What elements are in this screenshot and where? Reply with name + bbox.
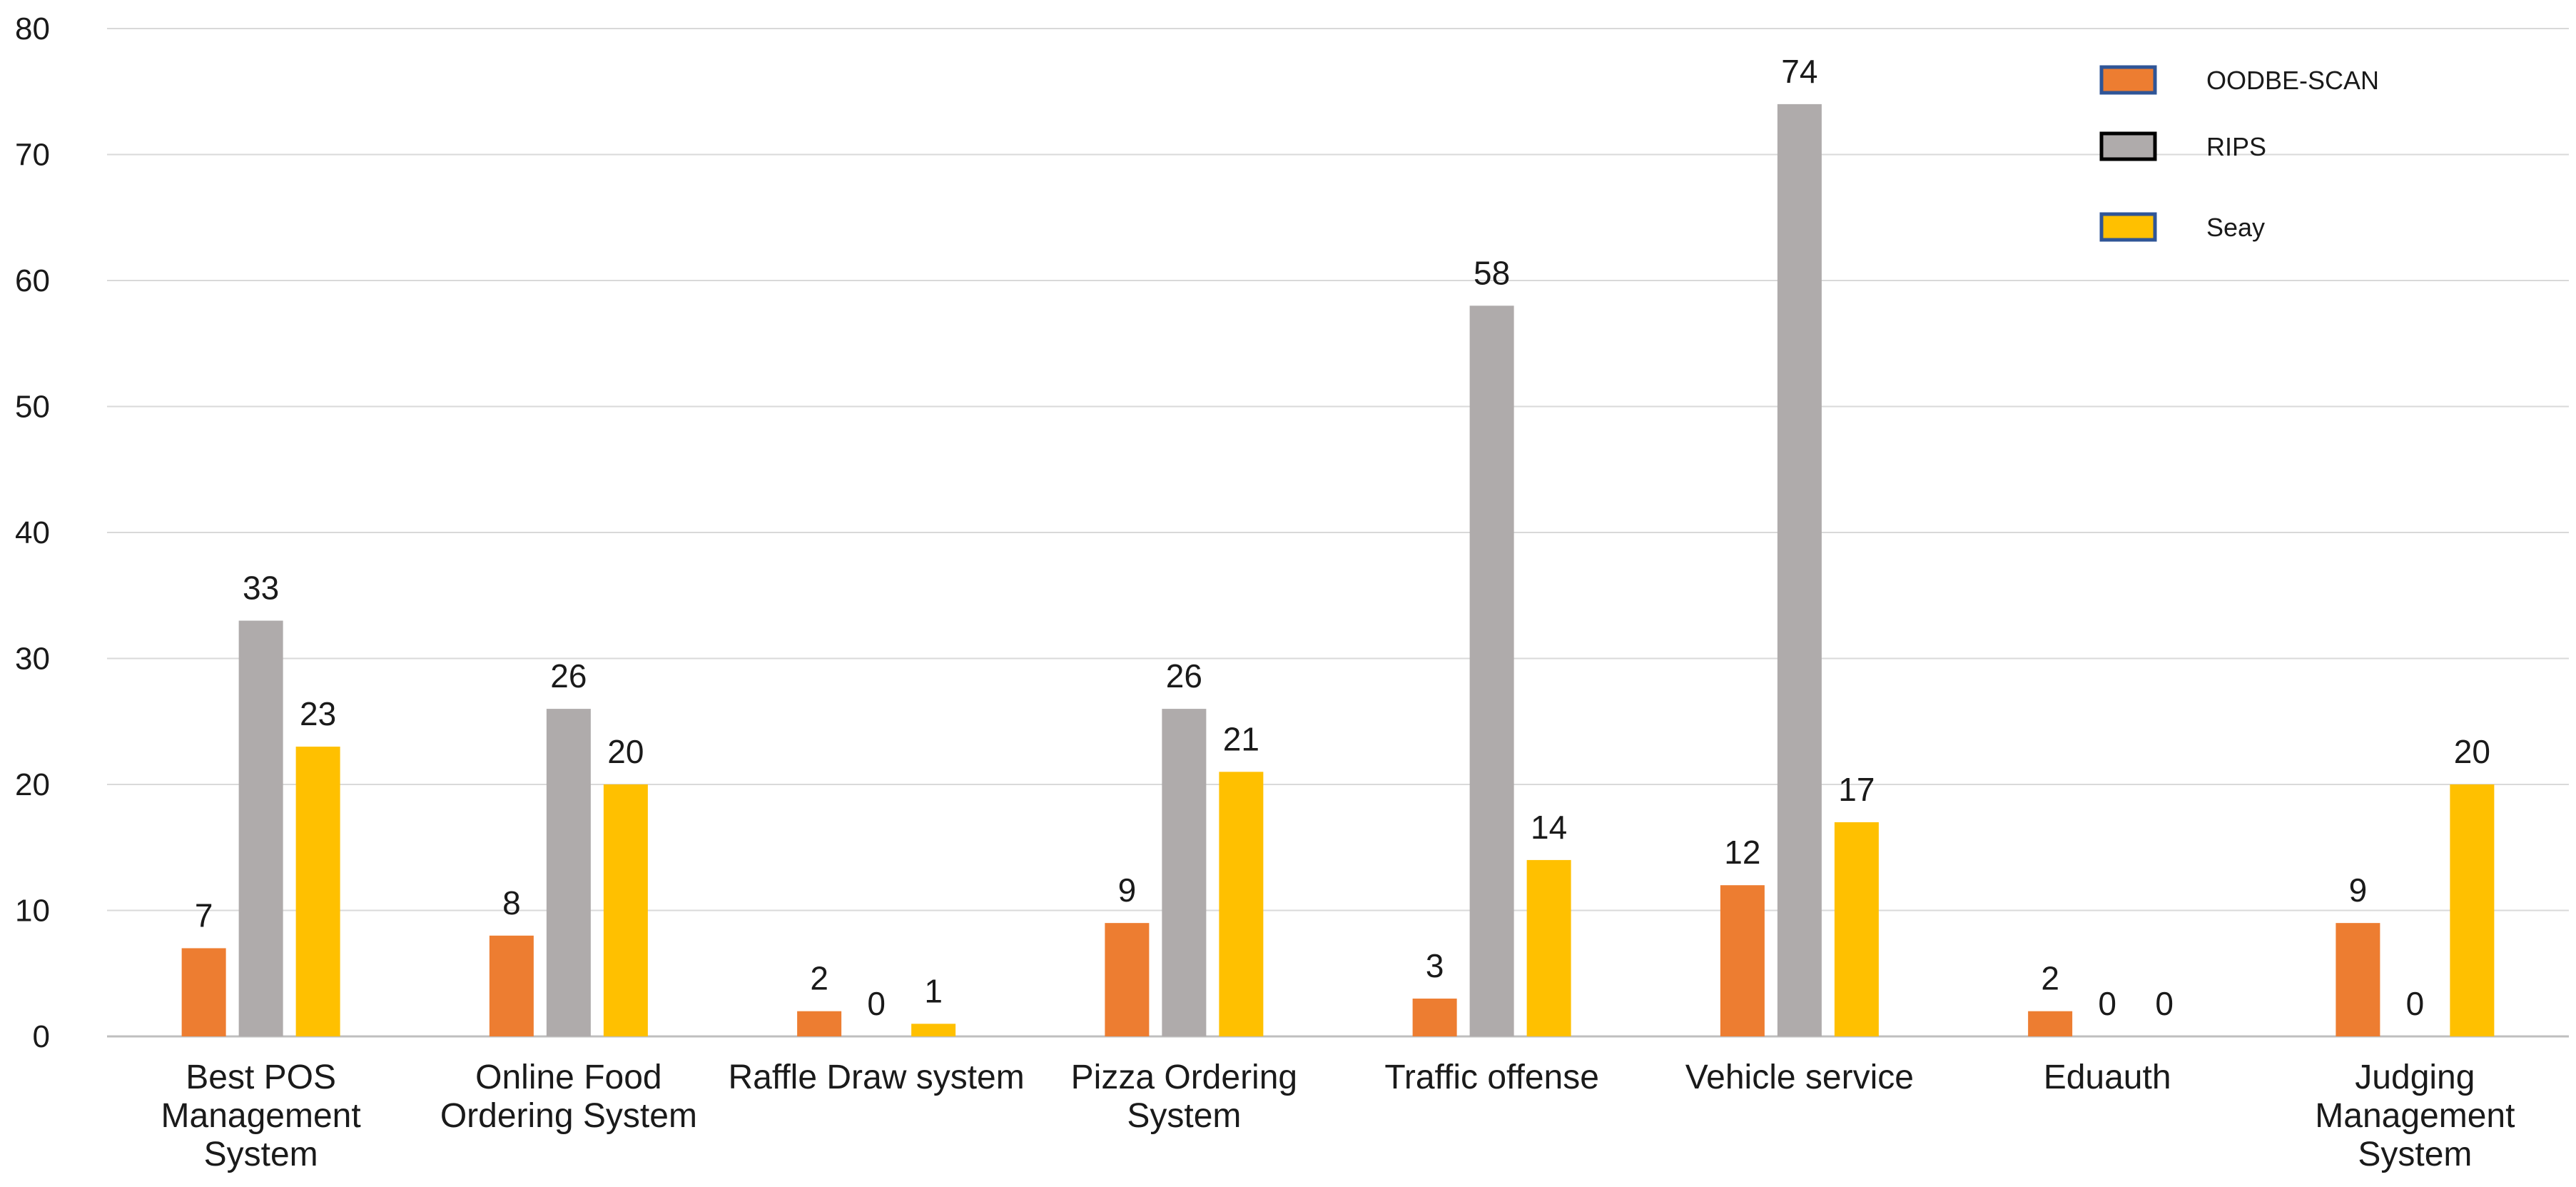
y-tick-label: 10 — [15, 894, 50, 929]
y-axis: 0 10 20 30 40 50 60 70 80 — [15, 11, 50, 1054]
data-label: 9 — [1118, 872, 1137, 909]
bar-rips — [1162, 709, 1207, 1036]
data-label: 58 — [1474, 254, 1510, 291]
x-tick-label: System — [2358, 1136, 2472, 1173]
data-label: 2 — [2041, 960, 2059, 997]
legend-label: RIPS — [2206, 132, 2266, 161]
bar-oodbe-scan — [489, 935, 534, 1036]
legend-swatch — [2099, 212, 2157, 242]
bar-oodbe-scan — [2028, 1011, 2073, 1036]
y-tick-label: 70 — [15, 138, 50, 173]
data-label: 20 — [2454, 733, 2490, 770]
bar-seay — [911, 1024, 956, 1036]
data-label: 0 — [867, 985, 886, 1022]
data-label: 9 — [2349, 872, 2368, 909]
bar-oodbe-scan — [181, 948, 226, 1036]
data-label: 3 — [1426, 947, 1444, 984]
x-tick-label: Judging — [2355, 1059, 2475, 1096]
data-label: 74 — [1781, 53, 1817, 90]
x-tick-label: Vehicle service — [1685, 1059, 1914, 1096]
data-label: 8 — [502, 884, 521, 921]
x-tick-label: Best POS — [186, 1059, 336, 1096]
data-label: 33 — [243, 570, 279, 607]
bars — [181, 103, 2495, 1036]
x-tick-label: System — [1127, 1097, 1241, 1135]
bar-seay — [603, 784, 648, 1036]
bar-oodbe-scan — [1412, 999, 1457, 1036]
x-tick-label: Eduauth — [2044, 1059, 2171, 1096]
y-tick-label: 40 — [15, 515, 50, 550]
legend-swatch — [2099, 131, 2157, 161]
x-tick-label: Management — [2315, 1097, 2515, 1135]
x-tick-label: Pizza Ordering — [1071, 1059, 1297, 1096]
bar-oodbe-scan — [797, 1011, 842, 1036]
bar-rips — [546, 709, 591, 1036]
x-tick-label: Ordering System — [440, 1097, 697, 1135]
data-label: 26 — [550, 657, 587, 694]
legend-label: Seay — [2206, 213, 2265, 242]
x-tick-label: Traffic offense — [1384, 1059, 1599, 1096]
bar-rips — [1469, 305, 1514, 1036]
bar-seay — [295, 747, 340, 1036]
legend-label: OODBE-SCAN — [2206, 66, 2379, 95]
x-tick-label: Management — [161, 1097, 361, 1135]
data-label: 1 — [924, 972, 943, 1009]
y-tick-label: 20 — [15, 767, 50, 802]
data-label: 0 — [2406, 985, 2425, 1022]
bar-rips — [238, 620, 283, 1036]
bar-seay — [1219, 772, 1264, 1036]
data-label: 14 — [1531, 809, 1567, 846]
y-tick-label: 60 — [15, 263, 50, 298]
y-tick-label: 80 — [15, 11, 50, 46]
legend-swatch — [2099, 65, 2157, 95]
data-label: 17 — [1838, 771, 1875, 808]
bar-oodbe-scan — [1105, 923, 1150, 1036]
gridlines — [107, 28, 2569, 1038]
bar-seay — [1834, 822, 1879, 1036]
legend: OODBE-SCAN RIPS Seay — [2099, 65, 2379, 242]
data-label: 2 — [810, 960, 828, 997]
x-tick-label: Online Food — [475, 1059, 662, 1096]
bar-seay — [1526, 859, 1571, 1036]
data-label: 12 — [1724, 834, 1760, 871]
y-tick-label: 50 — [15, 390, 50, 425]
data-label: 7 — [195, 896, 213, 934]
data-label: 23 — [300, 695, 336, 732]
data-label: 21 — [1223, 720, 1259, 757]
bar-seay — [2450, 784, 2495, 1036]
y-tick-label: 0 — [33, 1019, 50, 1054]
bar-oodbe-scan — [1720, 885, 1765, 1036]
data-label: 0 — [2098, 985, 2116, 1022]
x-tick-label: System — [204, 1136, 318, 1173]
bar-oodbe-scan — [2336, 923, 2380, 1036]
x-tick-label: Raffle Draw system — [729, 1059, 1025, 1096]
y-tick-label: 30 — [15, 642, 50, 677]
data-label: 20 — [607, 733, 644, 770]
bar-rips — [1777, 103, 1822, 1036]
data-label: 26 — [1166, 657, 1202, 694]
data-label: 0 — [2155, 985, 2174, 1022]
